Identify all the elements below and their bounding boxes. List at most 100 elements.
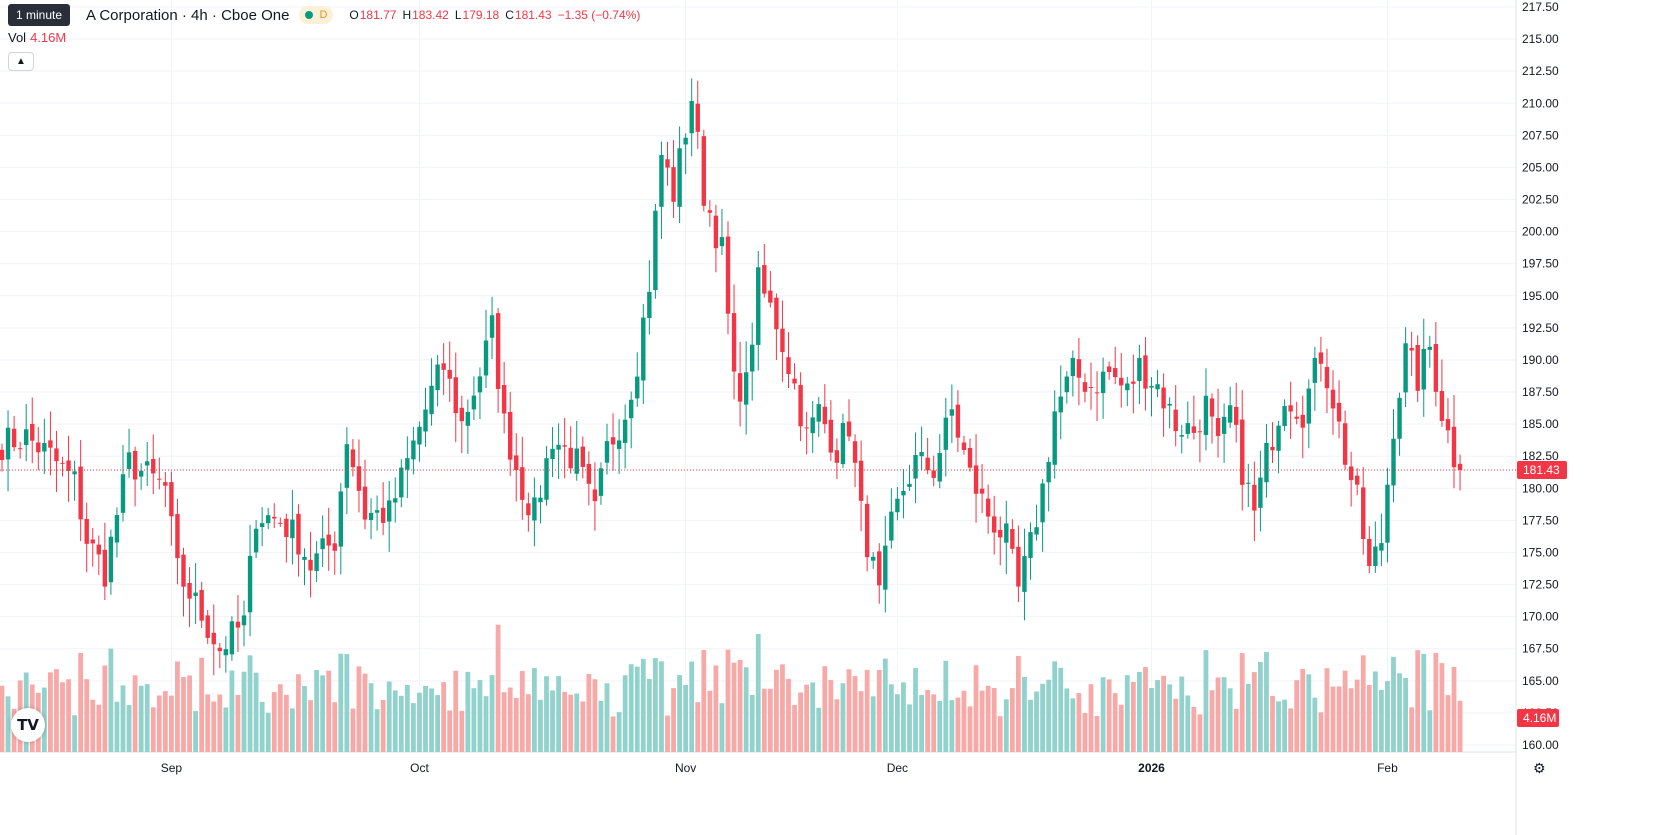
volume-bar (477, 680, 483, 752)
market-status-badge[interactable]: D (299, 6, 334, 24)
volume-bar (1070, 698, 1076, 752)
volume-bar (701, 649, 707, 752)
candle-body (465, 412, 471, 426)
candle-body (1318, 352, 1324, 364)
volume-bar (1324, 668, 1330, 752)
volume-bar (1421, 653, 1427, 752)
candle-body (846, 421, 852, 437)
candle-body (102, 549, 108, 587)
candle-body (374, 510, 380, 513)
candle-body (508, 411, 513, 460)
volume-bar (0, 685, 5, 752)
candle-body (1415, 344, 1420, 391)
candle-body (308, 559, 313, 571)
volume-bar (955, 697, 961, 752)
volume-bar (562, 691, 568, 752)
volume-bar (737, 659, 743, 752)
candle-body (635, 376, 640, 399)
candle-body (828, 419, 834, 453)
candle-body (296, 513, 301, 555)
candle-body (653, 210, 658, 291)
price-axis[interactable]: 160.00162.50165.00167.50170.00172.50175.… (1522, 0, 1559, 752)
candle-body (1185, 423, 1190, 434)
candle-body (1324, 366, 1330, 389)
volume-bar (501, 692, 507, 752)
time-axis[interactable]: Sep Oct Nov Dec 2026 Feb (161, 761, 1398, 775)
candle-body (302, 556, 307, 560)
close-label: C (505, 8, 514, 22)
volume-bar (205, 694, 211, 752)
price-tick-label: 200.00 (1522, 225, 1559, 239)
candle-body (181, 554, 186, 587)
price-tick-label: 170.00 (1522, 610, 1559, 624)
gear-icon[interactable]: ⚙ (1533, 760, 1546, 776)
candle-body (1209, 398, 1215, 417)
volume-bar (774, 669, 779, 752)
price-tick-label: 185.00 (1522, 417, 1559, 431)
candle-body (1149, 385, 1154, 388)
volume-bar (1288, 708, 1294, 752)
volume-bar (265, 712, 271, 752)
candle-body (132, 450, 138, 480)
volume-bar (1034, 691, 1039, 752)
last-price-value: 181.43 (1523, 463, 1560, 477)
candle-body (1445, 419, 1451, 431)
candle-body (683, 137, 688, 145)
price-tick-label: 207.50 (1522, 128, 1559, 142)
volume-bar (175, 661, 180, 752)
volume-bar (290, 708, 295, 752)
candle-body (840, 422, 846, 465)
candle-body (1143, 355, 1148, 389)
candle-body (495, 313, 501, 389)
candle-body (1385, 484, 1390, 543)
volume-bar (90, 699, 96, 752)
volume-bar (792, 704, 797, 752)
candle-body (701, 136, 706, 206)
tradingview-logo[interactable]: TV (11, 708, 45, 742)
volume-bar (925, 689, 931, 752)
volume-bar (380, 699, 386, 752)
volume-bar (1052, 661, 1058, 752)
collapse-legend-button[interactable]: ▲ (8, 52, 34, 71)
candlesticks (0, 78, 1463, 676)
candle-body (671, 167, 676, 202)
volume-bar (283, 694, 289, 752)
volume-bar (1282, 699, 1287, 752)
volume-bar (1409, 707, 1415, 752)
candle-body (1421, 348, 1426, 390)
candle-body (689, 101, 694, 134)
volume-bar (362, 673, 368, 752)
volume-bar (646, 678, 652, 752)
candle-body (320, 538, 325, 550)
candle-body (1022, 556, 1027, 592)
volume-bar (1197, 714, 1203, 752)
candle-body (417, 426, 422, 445)
candle-body (259, 523, 265, 528)
volume-bar (126, 705, 132, 752)
candle-body (822, 406, 827, 425)
volume-bar (392, 690, 398, 752)
volume-bar (253, 672, 259, 752)
volume-bar (979, 690, 985, 752)
volume-legend: Vol 4.16M (8, 30, 66, 45)
symbol-title[interactable]: A Corporation · 4h · Cboe One (86, 6, 290, 24)
candle-body (1046, 461, 1051, 483)
candle-body (1246, 482, 1251, 484)
volume-bar (296, 674, 301, 752)
volume-bar (1185, 695, 1191, 752)
volume-bar (931, 694, 937, 752)
candle-body (695, 103, 700, 132)
volume-bar (991, 687, 997, 752)
candle-body (284, 518, 289, 538)
volume-bar (1360, 655, 1366, 752)
candle-body (574, 448, 579, 474)
volume-bar (1058, 667, 1064, 752)
price-tick-label: 205.00 (1522, 160, 1559, 174)
volume-bar (1233, 708, 1239, 752)
candle-body (604, 441, 610, 463)
candle-body (864, 503, 870, 558)
candle-body (36, 442, 41, 453)
candle-body (411, 440, 416, 460)
volume-bar (864, 669, 870, 752)
